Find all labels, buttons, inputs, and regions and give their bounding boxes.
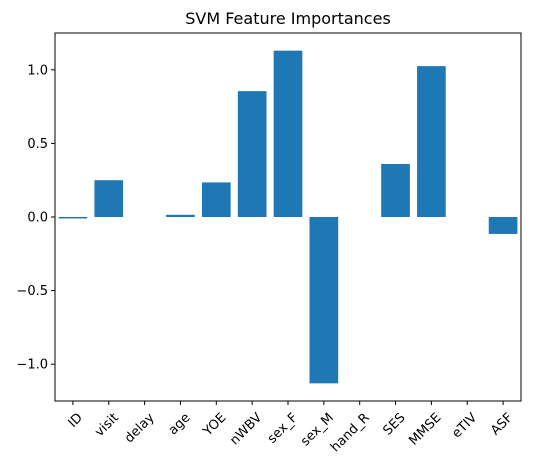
x-tick-label: age — [166, 410, 194, 438]
bar-visit — [94, 180, 124, 217]
x-tick-label: ID — [66, 410, 86, 430]
bar-yoe — [201, 182, 231, 217]
bars-group — [58, 50, 518, 384]
x-tick-label: hand_R — [328, 410, 373, 455]
x-tick-label: visit — [92, 410, 122, 440]
bar-asf — [488, 217, 518, 234]
bar-sex-m — [309, 217, 339, 384]
bar-sex-f — [273, 50, 303, 217]
chart-title: SVM Feature Importances — [185, 9, 391, 28]
x-tick-label: sex_F — [265, 410, 301, 446]
bar-age — [166, 214, 195, 217]
x-tick-label: eTIV — [449, 410, 480, 441]
y-tick-label: 0.0 — [27, 211, 48, 226]
y-tick-label: −0.5 — [16, 284, 48, 299]
x-tick-label: nWBV — [227, 410, 265, 448]
x-tick-label: ASF — [488, 410, 516, 438]
bar-ses — [381, 164, 410, 217]
x-tick-label: MMSE — [406, 410, 444, 448]
x-tick-label: YOE — [200, 410, 229, 439]
y-tick-label: −1.0 — [16, 358, 48, 373]
bar-nwbv — [237, 91, 267, 217]
y-tick-label: 0.5 — [27, 137, 48, 152]
x-tick-label: delay — [122, 410, 158, 446]
plot-frame — [54, 32, 522, 402]
y-axis-ticks: −1.0 −0.5 0.0 0.5 1.0 — [16, 63, 55, 373]
bar-id — [58, 217, 88, 219]
y-tick-label: 1.0 — [27, 63, 48, 78]
x-tick-label: SES — [381, 410, 409, 438]
bar-mmse — [417, 66, 446, 218]
